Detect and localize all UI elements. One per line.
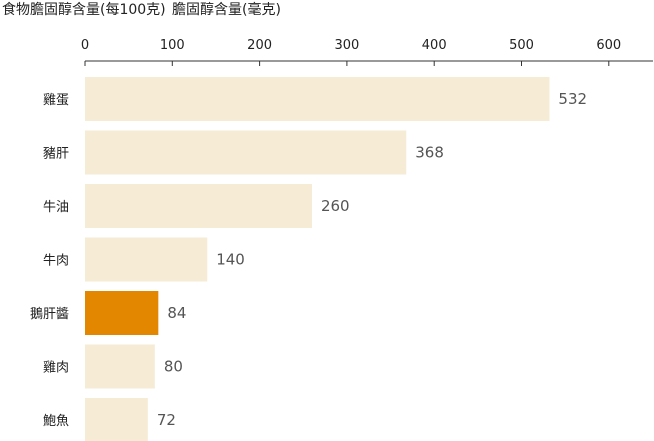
value-label: 532 <box>558 90 587 108</box>
x-tick-label: 200 <box>247 38 272 53</box>
category-label: 牛油 <box>43 200 69 215</box>
x-tick-label: 500 <box>509 38 534 53</box>
x-tick-label: 300 <box>334 38 359 53</box>
category-label: 豬肝 <box>43 147 69 162</box>
bar <box>85 130 407 175</box>
value-label: 80 <box>164 358 183 376</box>
bar <box>85 344 155 389</box>
bar <box>85 184 312 228</box>
value-label: 72 <box>157 411 176 429</box>
value-label: 368 <box>415 144 444 162</box>
bar <box>85 398 148 441</box>
bar <box>85 237 208 282</box>
category-label: 鵝肝醬 <box>30 306 69 322</box>
bar <box>85 77 550 121</box>
value-label: 140 <box>216 251 245 269</box>
value-label: 84 <box>167 304 186 322</box>
chart-title: 食物膽固醇含量(每100克) <box>2 1 166 18</box>
category-label: 雞肉 <box>43 361 69 376</box>
x-axis-ticks: 0 100 200 300 400 500 600 <box>81 38 621 66</box>
bars: 雞蛋 532 豬肝 368 牛油 260 牛肉 140 鵝肝醬 84 雞肉 80 鮑魚 72 <box>30 77 587 441</box>
x-axis-label: 膽固醇含量(毫克) <box>172 1 281 18</box>
value-label: 260 <box>321 197 350 215</box>
category-label: 鮑魚 <box>43 414 69 429</box>
x-tick-label: 600 <box>596 38 621 53</box>
x-tick-label: 0 <box>81 38 89 53</box>
category-label: 牛肉 <box>43 254 69 269</box>
x-tick-label: 400 <box>422 38 447 53</box>
bar <box>85 291 159 335</box>
category-label: 雞蛋 <box>43 93 69 108</box>
x-tick-label: 100 <box>160 38 185 53</box>
